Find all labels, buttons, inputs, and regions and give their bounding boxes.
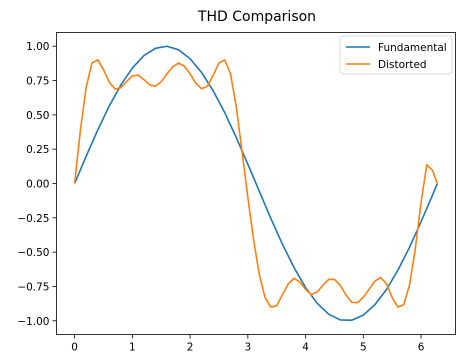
series-layer bbox=[73, 45, 439, 322]
x-tick-label: 5 bbox=[360, 342, 367, 354]
y-tick-label: 0.25 bbox=[26, 144, 49, 156]
x-tick-label: 4 bbox=[302, 342, 309, 354]
y-tick-label: −0.25 bbox=[17, 213, 49, 225]
legend: Fundamental Distorted bbox=[339, 35, 453, 75]
x-tick-label: 1 bbox=[129, 342, 136, 354]
y-tick-label: 0.00 bbox=[26, 179, 49, 191]
y-tick-label: −1.00 bbox=[17, 316, 49, 328]
series-line-distorted bbox=[73, 59, 439, 308]
x-tick-label: 3 bbox=[244, 342, 251, 354]
legend-label-fundamental: Fundamental bbox=[378, 42, 447, 54]
series-line-fundamental bbox=[73, 45, 439, 322]
ticks-layer: 0 1 2 3 4 5 6 1.00 0.75 0.50 0.25 0.00 −0.25 −0.50 −0.… bbox=[17, 41, 424, 353]
x-tick-label: 0 bbox=[71, 342, 78, 354]
y-tick-label: 0.75 bbox=[26, 76, 49, 88]
y-tick-label: 0.50 bbox=[26, 110, 49, 122]
y-tick-label: 1.00 bbox=[26, 41, 49, 53]
x-tick-label: 6 bbox=[418, 342, 425, 354]
y-tick-label: −0.50 bbox=[17, 247, 49, 259]
chart-title: THD Comparison bbox=[197, 9, 316, 25]
x-tick-label: 2 bbox=[187, 342, 194, 354]
y-tick-label: −0.75 bbox=[17, 281, 49, 293]
legend-label-distorted: Distorted bbox=[378, 59, 427, 71]
